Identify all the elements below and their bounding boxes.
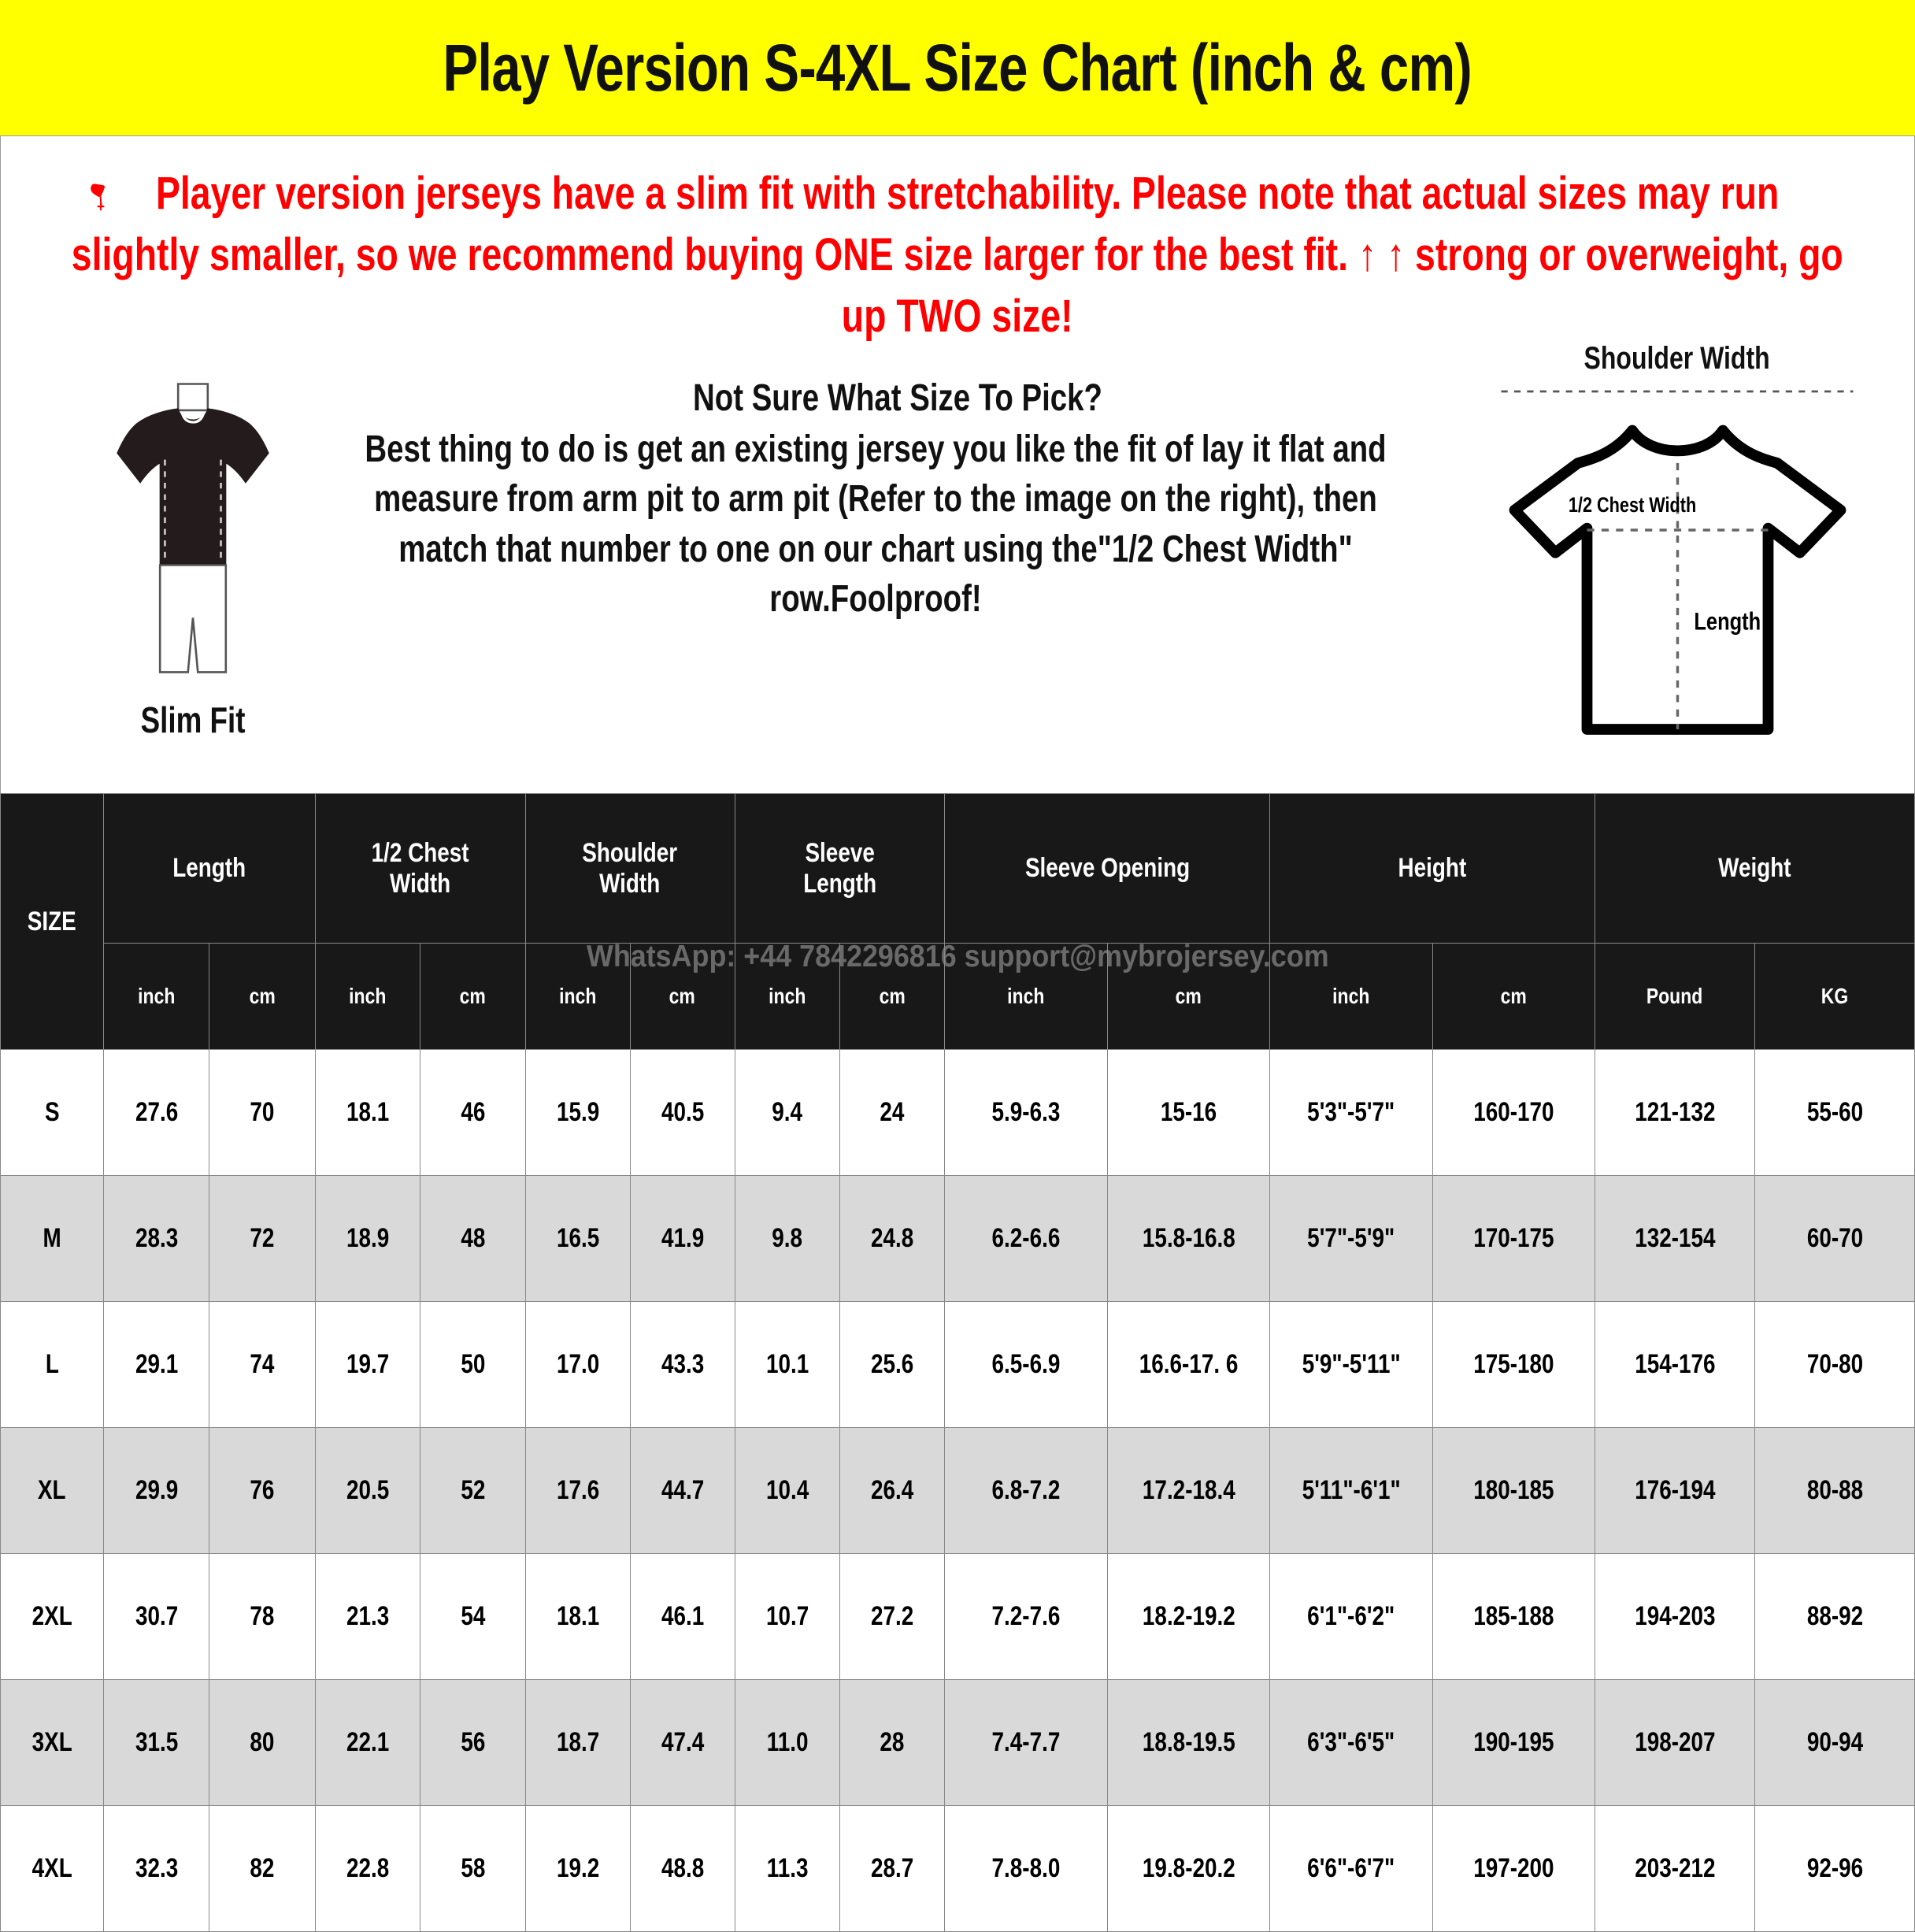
- svg-text:1/2 Chest Width: 1/2 Chest Width: [1568, 494, 1695, 517]
- svg-text:Length: Length: [1694, 608, 1761, 636]
